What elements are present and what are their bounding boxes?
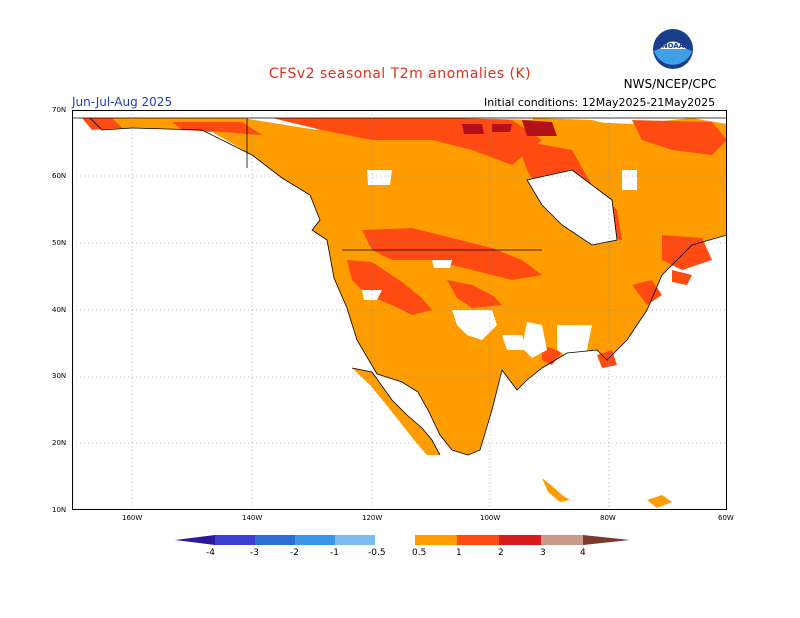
svg-text:NOAA: NOAA xyxy=(662,42,685,50)
noaa-logo: NOAA xyxy=(653,29,693,69)
lon-label-140w: 140W xyxy=(242,514,263,522)
lon-label-60w: 60W xyxy=(718,514,734,522)
initial-conditions-label: Initial conditions: 12May2025-21May2025 xyxy=(484,96,716,109)
org-label: NWS/NCEP/CPC xyxy=(623,77,717,91)
lon-label-80w: 80W xyxy=(600,514,616,522)
colorbar-label--1: -1 xyxy=(330,548,339,558)
lat-label-60n: 60N xyxy=(52,172,67,180)
colorbar-label-2: 2 xyxy=(498,548,504,558)
lat-label-10n: 10N xyxy=(52,506,67,514)
anomaly-map xyxy=(72,110,727,510)
lat-label-20n: 20N xyxy=(52,439,67,447)
coastlines xyxy=(72,117,727,456)
lon-label-160w: 160W xyxy=(122,514,143,522)
colorbar-label-1: 1 xyxy=(456,548,462,558)
colorbar-label-0.5: 0.5 xyxy=(412,548,427,558)
lon-label-120w: 120W xyxy=(362,514,383,522)
colorbar-label-4: 4 xyxy=(580,548,586,558)
lon-label-100w: 100W xyxy=(480,514,501,522)
near-normal-areas xyxy=(132,132,637,360)
colorbar-label--0.5: -0.5 xyxy=(368,548,386,558)
lat-label-70n: 70N xyxy=(52,106,67,114)
map-title: CFSv2 seasonal T2m anomalies (K) xyxy=(268,66,532,82)
lat-label-50n: 50N xyxy=(52,239,67,247)
graticule xyxy=(72,110,727,510)
season-label: Jun-Jul-Aug 2025 xyxy=(72,95,173,109)
lat-label-40n: 40N xyxy=(52,306,67,314)
colorbar-label--4: -4 xyxy=(206,548,215,558)
lat-label-30n: 30N xyxy=(52,372,67,380)
colorbar-label--2: -2 xyxy=(290,548,299,558)
colorbar xyxy=(175,535,630,545)
colorbar-label-3: 3 xyxy=(540,548,546,558)
colorbar-label--3: -3 xyxy=(250,548,259,558)
anomaly-fill-darkred xyxy=(462,120,557,136)
